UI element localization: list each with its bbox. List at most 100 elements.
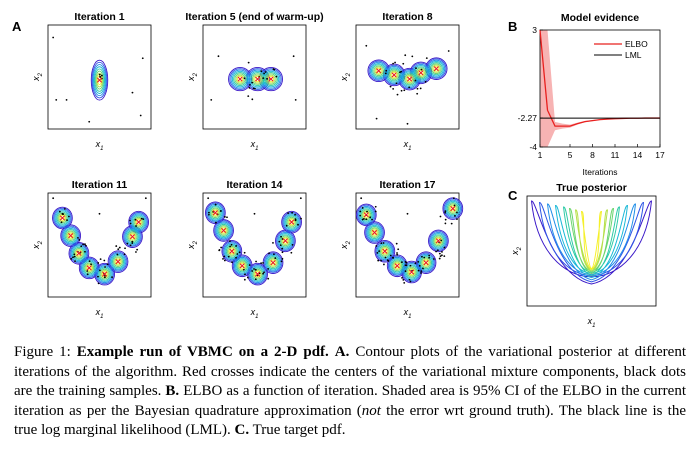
panel-5-contour-4-5 <box>267 256 280 270</box>
panel-2-sample-16 <box>254 87 256 90</box>
panel-6-contour-2-1 <box>366 223 383 242</box>
panel-5-sample-31 <box>254 268 257 271</box>
panel-5-sample-56 <box>274 257 277 260</box>
panel-4-sample-16 <box>70 258 73 260</box>
x-tick-1: 5 <box>568 150 573 160</box>
panel-5-contour-2-7 <box>283 213 300 232</box>
panel-4-contour-5-7 <box>133 216 144 228</box>
panel-6-contour-5-7 <box>447 203 458 214</box>
panel-6-sample-61 <box>443 255 446 258</box>
panel-4-sample-58 <box>98 212 101 215</box>
panel-2-contour-0-1 <box>245 66 270 92</box>
panel-6-sample-0 <box>359 214 362 217</box>
panel-6-component-center-3 <box>394 263 400 269</box>
panel-4-sample-52 <box>129 219 131 222</box>
panel-6-contour-1-1 <box>365 222 384 243</box>
panel-5-contour-2-2 <box>223 242 241 261</box>
panel-2-sample-15 <box>247 61 250 64</box>
panel-4-component-center-5 <box>115 259 121 265</box>
panel-4-sample-18 <box>84 243 86 246</box>
panel-4-contour-3-2 <box>71 245 86 262</box>
panel-6-sample-68 <box>456 218 458 221</box>
panel-5-sample-20 <box>236 253 239 255</box>
panel-3-title: Iteration 8 <box>382 11 432 23</box>
panel-4-contour-2-3 <box>81 258 98 277</box>
panel-4-sample-43 <box>131 242 134 245</box>
panel-6-sample-58 <box>432 258 435 260</box>
panel-2-contour-2-0 <box>230 69 250 89</box>
panel-5-contour-0-4 <box>247 262 268 286</box>
panel-2-sample-13 <box>272 68 275 70</box>
panel-2-y-sub: 2 <box>193 72 199 77</box>
panel-6-sample-44 <box>422 267 424 270</box>
panel-4-contour-7-5 <box>115 258 121 265</box>
panel-6-contour-1-5 <box>416 252 436 273</box>
panel-5-contour-0-3 <box>231 254 253 278</box>
panel-6-sample-65 <box>435 250 437 253</box>
panel-6-contour-4-4 <box>405 265 418 279</box>
panel-5-component-center-6 <box>282 238 288 244</box>
panel-4-sample-39 <box>129 244 132 247</box>
panel-6-contour-4-1 <box>368 226 381 240</box>
panel-5-sample-23 <box>243 251 246 254</box>
panel-4-contour-2-7 <box>130 213 147 232</box>
panel-5-sample-36 <box>254 278 257 281</box>
panel-2-x-sub: 1 <box>255 146 258 152</box>
panel-3-contour-7-3 <box>417 69 424 76</box>
panel-2-component-center-0 <box>237 76 243 82</box>
panel-5-sample-40 <box>251 270 254 272</box>
panel-3-contour-4-0 <box>372 64 386 78</box>
panel-3-contour-7-1 <box>391 71 398 78</box>
panel-1: Iteration 1 x1 x2 <box>31 11 152 152</box>
panel-3-contour-3-4 <box>428 60 444 77</box>
panel-6-contour-2-7 <box>444 199 461 218</box>
panel-4-component-center-1 <box>68 233 74 239</box>
legend-label-elbo: ELBO <box>625 39 648 49</box>
panel-3-component-center-0 <box>376 68 382 74</box>
panel-6-sample-47 <box>404 270 407 273</box>
panel-6-contour-4-7 <box>446 202 459 216</box>
panel-6-sample-49 <box>405 261 408 264</box>
panel-4-sample-3 <box>67 215 70 218</box>
panel-2-contour-5-1 <box>251 73 264 85</box>
panel-3-contour-7-2 <box>406 76 413 83</box>
panel-5-contour-5-7 <box>286 216 297 228</box>
panel-3-contour-2-4 <box>427 59 446 78</box>
panel-6-sample-39 <box>420 270 423 273</box>
panel-5-sample-61 <box>291 211 294 214</box>
panel-4-contour-7-0 <box>59 215 66 221</box>
panel-5-contour-0-0 <box>205 201 226 225</box>
panel-4-contour-4-7 <box>132 215 145 229</box>
panel-5-x-sub: 1 <box>255 314 258 320</box>
panel-5-contour-4-6 <box>279 234 292 248</box>
panel-3-contour-5-4 <box>431 63 442 74</box>
panel-2: Iteration 5 (end of warm-up) x1 x2 <box>185 11 323 152</box>
panel-4-sample-28 <box>86 273 89 276</box>
panel-5-sample-37 <box>242 268 245 271</box>
panel-5-contour-3-5 <box>265 254 281 271</box>
panel-4-sample-26 <box>99 258 102 260</box>
panel-5-sample-35 <box>243 278 246 281</box>
panel-5-sample-48 <box>280 260 283 263</box>
panel-6-sample-78 <box>406 212 409 215</box>
panel-1-sample-9 <box>139 114 142 117</box>
y-tick-2: -4 <box>529 142 537 152</box>
panel-3-contour-3-3 <box>413 65 429 81</box>
panel-5-sample-25 <box>223 255 226 258</box>
panel-4-component-center-3 <box>86 265 92 271</box>
panel-6-contour-6-5 <box>422 258 430 267</box>
panel-6-contour-3-0 <box>359 207 374 223</box>
panel-5-y-label: x2 <box>186 240 199 250</box>
panel-6-component-center-0 <box>363 212 369 218</box>
panel-6-contour-4-6 <box>432 234 445 248</box>
panel-4-sample-42 <box>135 251 137 253</box>
panel-5-contour-6-1 <box>219 226 228 235</box>
panel-2-sample-0 <box>248 86 251 89</box>
panel-6-contour-0-1 <box>364 221 385 244</box>
panel-5-sample-22 <box>223 259 226 262</box>
panel-4-contour-3-1 <box>63 227 78 244</box>
panel-6-contour-3-7 <box>445 200 460 217</box>
panel-2-sample-11 <box>275 75 278 78</box>
panel-1-sample-11 <box>141 57 144 60</box>
panel-4-sample-4 <box>58 210 61 213</box>
